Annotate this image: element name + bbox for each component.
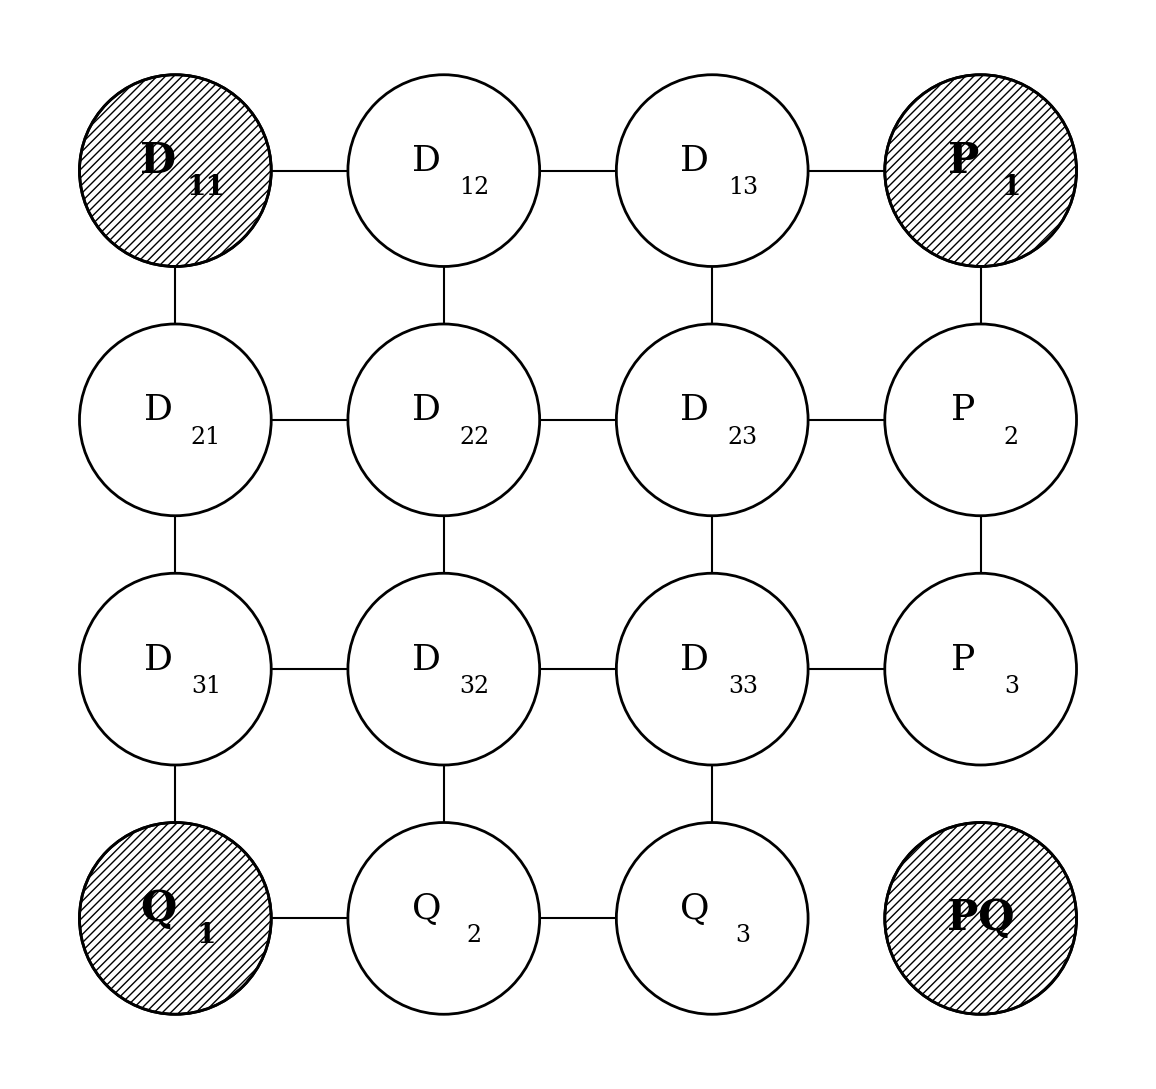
Text: D: D [412, 643, 442, 676]
Ellipse shape [884, 573, 1076, 764]
Text: P: P [951, 393, 976, 427]
Text: D: D [143, 643, 172, 676]
Ellipse shape [348, 325, 540, 516]
Text: Q: Q [680, 892, 710, 926]
Ellipse shape [884, 325, 1076, 516]
Text: 12: 12 [459, 176, 490, 199]
Text: D: D [143, 393, 172, 427]
Text: D: D [681, 144, 710, 178]
Ellipse shape [80, 75, 272, 267]
Text: Q: Q [412, 892, 442, 926]
Ellipse shape [80, 325, 272, 516]
Text: 11: 11 [186, 174, 225, 201]
Text: P: P [948, 140, 979, 182]
Text: 33: 33 [728, 675, 758, 698]
Text: 31: 31 [191, 675, 221, 698]
Text: 32: 32 [459, 675, 489, 698]
Ellipse shape [348, 573, 540, 764]
Text: 2: 2 [467, 925, 482, 947]
Ellipse shape [884, 75, 1076, 267]
Text: D: D [412, 393, 442, 427]
Text: PQ: PQ [947, 897, 1015, 940]
Ellipse shape [348, 75, 540, 267]
Text: 1: 1 [197, 922, 216, 950]
Text: 1: 1 [1001, 174, 1021, 201]
Text: P: P [951, 643, 976, 676]
Text: 23: 23 [728, 426, 758, 449]
Text: 22: 22 [459, 426, 490, 449]
Text: D: D [140, 140, 176, 182]
Text: 3: 3 [1003, 675, 1018, 698]
Ellipse shape [616, 822, 808, 1014]
Text: Q: Q [140, 888, 176, 930]
Text: 3: 3 [735, 925, 750, 947]
Ellipse shape [884, 822, 1076, 1014]
Ellipse shape [348, 822, 540, 1014]
Text: D: D [681, 393, 710, 427]
Ellipse shape [616, 75, 808, 267]
Text: D: D [412, 144, 442, 178]
Text: 21: 21 [191, 426, 221, 449]
Text: 2: 2 [1003, 426, 1018, 449]
Ellipse shape [616, 573, 808, 764]
Text: D: D [681, 643, 710, 676]
Text: 13: 13 [728, 176, 758, 199]
Ellipse shape [80, 822, 272, 1014]
Ellipse shape [80, 573, 272, 764]
Ellipse shape [616, 325, 808, 516]
